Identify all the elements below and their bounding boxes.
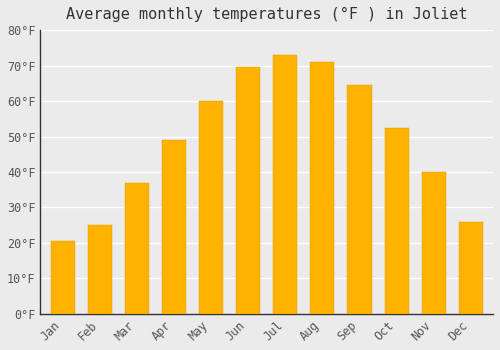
Bar — [236, 67, 260, 314]
Bar — [50, 241, 74, 314]
Title: Average monthly temperatures (°F ) in Joliet: Average monthly temperatures (°F ) in Jo… — [66, 7, 468, 22]
Bar — [162, 140, 186, 314]
Bar — [88, 225, 112, 314]
Bar — [310, 62, 334, 314]
Bar — [422, 172, 446, 314]
Bar — [348, 85, 372, 314]
Bar — [199, 101, 223, 314]
Bar — [458, 222, 483, 314]
Bar — [124, 183, 149, 314]
Bar — [384, 128, 408, 314]
Bar — [273, 55, 297, 314]
